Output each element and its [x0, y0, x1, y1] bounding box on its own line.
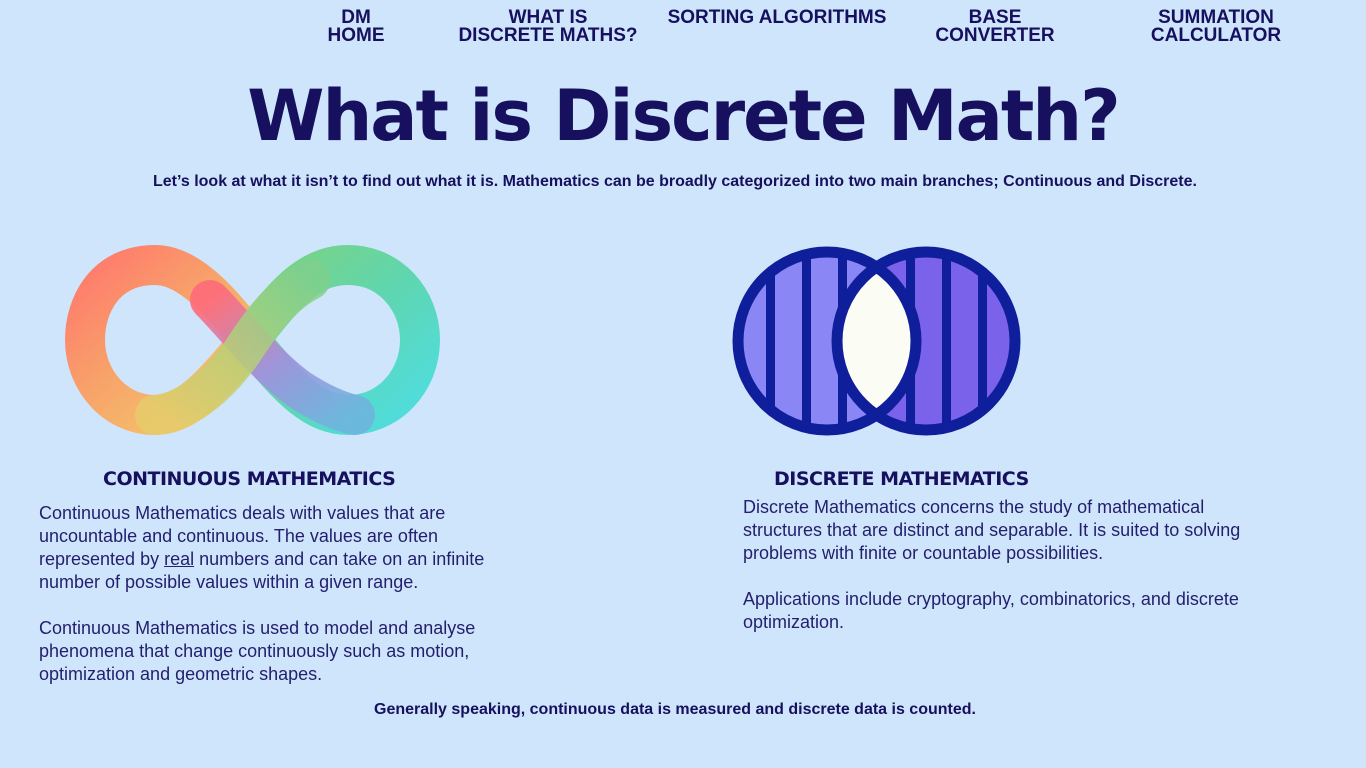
discrete-body: Discrete Mathematics concerns the study …	[743, 496, 1263, 634]
nav-dm-home[interactable]: DM HOME	[322, 7, 390, 46]
venn-right-circle	[831, 246, 1021, 436]
nav-what-is-discrete-maths[interactable]: WHAT IS DISCRETE MATHS?	[452, 7, 644, 46]
continuous-p1-before: Continuous Mathematics deals with values…	[39, 503, 446, 569]
continuous-p1-after: numbers and can take on an infinite numb…	[39, 549, 485, 592]
intro-text: Let’s look at what it isn’t to find out …	[153, 173, 1197, 190]
real-numbers-link[interactable]: real	[164, 549, 195, 569]
nav-what-is-line2: DISCRETE MATHS?	[458, 25, 638, 46]
nav-base-converter-line2: CONVERTER	[935, 25, 1055, 46]
nav-summation-calculator[interactable]: SUMMATION CALCULATOR	[1142, 7, 1290, 46]
infinity-icon	[64, 244, 441, 436]
continuous-paragraph-1: Continuous Mathematics deals with values…	[39, 502, 539, 594]
nav-base-converter[interactable]: BASE CONVERTER	[930, 7, 1060, 46]
nav-summation-line2: CALCULATOR	[1150, 25, 1282, 46]
nav-dm-home-line2: HOME	[327, 25, 385, 46]
nav-dm-home-line1: DM	[341, 7, 371, 28]
nav-sorting-algorithms[interactable]: SORTING ALGORITHMS	[660, 7, 894, 28]
closing-statement: Generally speaking, continuous data is m…	[374, 701, 976, 718]
venn-intersection	[837, 252, 916, 430]
nav-what-is-line1: WHAT IS	[508, 7, 588, 28]
continuous-body: Continuous Mathematics deals with values…	[39, 502, 539, 686]
continuous-heading: CONTINUOUS MATHEMATICS	[103, 468, 396, 490]
nav-base-converter-line1: BASE	[968, 7, 1022, 28]
discrete-paragraph-2: Applications include cryptography, combi…	[743, 589, 1239, 632]
page-title: What is Discrete Math?	[247, 75, 1121, 157]
venn-left-circle	[732, 246, 922, 436]
infinity-cross-strand-1	[190, 280, 375, 435]
discrete-paragraph-1: Discrete Mathematics concerns the study …	[743, 497, 1241, 563]
discrete-heading: DISCRETE MATHEMATICS	[774, 468, 1029, 490]
infinity-cross-strand-2	[135, 260, 330, 435]
nav-summation-line1: SUMMATION	[1158, 7, 1274, 28]
venn-diagram-icon	[732, 246, 1021, 436]
continuous-paragraph-2: Continuous Mathematics is used to model …	[39, 618, 476, 684]
nav-sorting-line1: SORTING ALGORITHMS	[667, 7, 887, 28]
